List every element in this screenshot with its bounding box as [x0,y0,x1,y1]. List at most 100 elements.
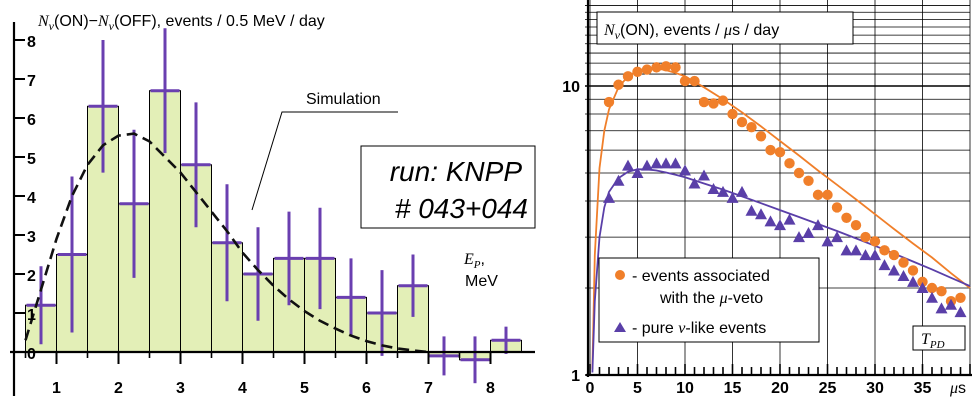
pure-data-point [821,235,834,247]
veto-data-point [917,276,928,288]
pure-data-point [840,244,853,256]
veto-data-point [898,257,909,268]
histogram-x-tick-label: 1 [52,380,61,397]
pure-data-point [783,213,796,225]
pure-data-point [612,174,625,186]
pure-data-point [850,244,862,256]
veto-data-point [850,219,862,231]
timing-y-tick-label: 1 [571,368,580,385]
pure-data-point [755,208,767,220]
pure-data-point [650,157,663,169]
veto-fit-curve [591,67,971,369]
timing-x-tick-label: 10 [676,380,694,397]
pure-data-point [660,157,672,169]
histogram-x-tick-label: 6 [362,380,371,397]
timing-xlabel-unit: μs [949,380,966,397]
histogram-xlabel-var: EP, [463,251,485,271]
veto-data-point [765,144,776,156]
veto-data-point [812,189,824,201]
pure-data-point [897,270,910,282]
pure-data-point [935,302,948,314]
veto-data-point [670,62,681,73]
error-bars [26,28,521,384]
veto-data-point [841,212,852,223]
pure-data-point [688,177,701,189]
pure-data-point [764,215,777,227]
run-annotation-line2: # 043+044 [395,193,528,224]
veto-data-point [613,79,624,90]
veto-data-point [651,62,662,73]
pure-data-point [812,219,824,231]
veto-data-point [622,71,634,82]
histogram-x-tick-label: 2 [114,380,123,397]
pure-data-point [954,306,967,318]
timing-x-tick-label: 15 [724,380,742,397]
pure-data-point [631,166,644,178]
run-annotation-line1: run: KNPP [390,156,523,187]
veto-data-point [793,167,805,179]
veto-data-point [888,249,900,261]
pure-data-point [641,159,653,171]
pure-data-point [907,275,919,287]
veto-data-point [803,175,814,186]
histogram-x-tick-label: 3 [176,380,185,397]
veto-data-point [736,116,748,128]
legend-pure-label: - pure ν-like events [632,320,766,337]
histogram-xlabel-unit: MeV [465,273,498,290]
simulation-label: Simulation [306,91,381,108]
pure-data-point [603,191,615,203]
pure-data-point [888,264,900,276]
pure-data-point [707,183,720,195]
timing-legend: - events associated with the μ-veto - pu… [598,257,820,343]
pure-data-point [945,298,957,310]
pure-data-point [726,191,739,203]
pure-data-point [774,219,786,231]
pure-data-point [878,259,891,271]
simulation-leader-line [251,111,398,211]
simulation-curve [24,132,429,354]
timing-points [603,61,967,318]
pure-data-point [802,226,815,238]
timing-title: Nν(ON), events / μs / day [603,22,779,42]
veto-data-point [679,75,691,87]
pure-data-point [669,157,682,169]
pure-data-point [793,231,805,243]
histogram-x-tick-label: 8 [486,380,495,397]
legend-veto-line1: - events associated [632,268,770,285]
histogram-y-tick-label: 2 [27,268,36,285]
legend-pure-marker [614,322,626,332]
timing-x-tick-label: 20 [771,380,789,397]
timing-axes: 0 5 10 15 20 25 30 35 1 10 [562,0,972,397]
pure-data-point [736,185,748,197]
timing-x-tick-label: 0 [586,380,595,397]
veto-data-point [698,96,710,108]
pure-data-point [698,169,710,181]
timing-title-box: Nν(ON), events / μs / day [596,11,854,45]
veto-data-point [746,122,757,133]
pure-data-point [926,291,938,303]
histogram-x-tick-label: 5 [300,380,309,397]
histogram-y-tick-label: 6 [27,112,36,129]
histogram-y-tick-label: 3 [27,229,36,246]
veto-data-point [955,292,966,303]
pure-data-point [916,282,929,294]
veto-data-point [936,285,947,297]
histogram-y-tick-label: 5 [27,151,36,168]
tpd-label: TPD [921,331,945,351]
timing-x-tick-label: 35 [914,380,932,397]
tpd-label-box: TPD [912,325,966,351]
timing-chart: 0 5 10 15 20 25 30 35 1 10 Nν(ON), events / μs / … [562,0,972,397]
histogram-y-tick-label: 7 [27,73,36,90]
pure-data-point [869,249,881,261]
veto-data-point [879,245,890,256]
veto-data-point [784,158,795,169]
veto-data-point [717,95,729,106]
veto-data-point [926,282,938,294]
pure-data-point [859,249,872,261]
timing-x-tick-label: 25 [819,380,837,397]
veto-data-point [869,236,881,247]
histogram-x-tick-label: 4 [238,380,247,397]
veto-data-point [774,147,786,158]
